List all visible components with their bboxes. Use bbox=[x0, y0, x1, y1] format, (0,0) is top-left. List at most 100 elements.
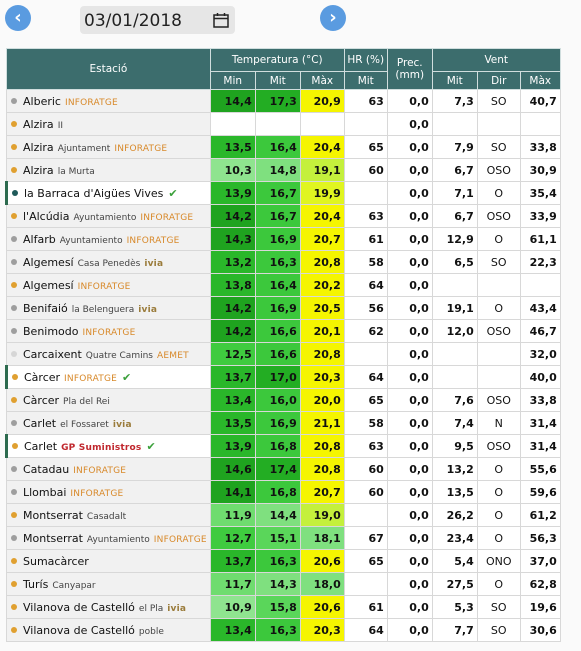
station-cell: Carlet el Fossaret ivia bbox=[6, 411, 211, 435]
station-cell: Benifaió la Belenguera ivia bbox=[6, 296, 211, 320]
value-cell: 40,0 bbox=[519, 365, 561, 389]
value-cell: 14,2 bbox=[209, 296, 256, 320]
station-place: poble bbox=[138, 626, 164, 637]
subheader-cell: Dir bbox=[476, 71, 521, 90]
station-network: INFORATGE bbox=[153, 534, 207, 545]
date-input[interactable]: 03/01/2018 bbox=[80, 6, 235, 34]
value-cell: 7,1 bbox=[431, 181, 478, 205]
value-cell: 0,0 bbox=[386, 572, 433, 596]
value-cell: 16,3 bbox=[254, 250, 301, 274]
station-name: Sumacàrcer bbox=[23, 554, 89, 568]
verified-icon: ✔ bbox=[122, 370, 132, 384]
station-cell: Càrcer INFORATGE ✔ bbox=[5, 365, 211, 389]
status-dot bbox=[11, 465, 17, 472]
station-cell: Montserrat Ayuntamiento INFORATGE bbox=[6, 526, 211, 550]
station-cell: Càrcer Pla del Rei bbox=[6, 388, 211, 412]
station-name: Alzira bbox=[23, 140, 54, 154]
value-cell bbox=[519, 112, 561, 136]
station-cell: l'Alcúdia Ayuntamiento INFORATGE bbox=[6, 204, 211, 228]
value-cell: 14,2 bbox=[209, 319, 256, 343]
value-cell: 7,6 bbox=[431, 388, 478, 412]
value-cell: 37,0 bbox=[519, 549, 561, 573]
value-cell: 16,0 bbox=[254, 388, 301, 412]
value-cell: 10,3 bbox=[209, 158, 256, 182]
value-cell: 22,3 bbox=[519, 250, 561, 274]
value-cell bbox=[343, 342, 388, 366]
value-cell: 16,4 bbox=[254, 273, 301, 297]
value-cell: O bbox=[476, 503, 521, 527]
station-place: Ayuntamiento bbox=[73, 212, 137, 223]
station-cell: Benimodo INFORATGE bbox=[6, 319, 211, 343]
status-dot bbox=[11, 511, 17, 518]
station-name: Algemesí bbox=[23, 255, 74, 269]
value-cell: 63 bbox=[343, 204, 388, 228]
value-cell: 19,1 bbox=[431, 296, 478, 320]
subheader-cell: Mit bbox=[343, 71, 388, 90]
table-row: Algemesí Casa Penedès ivia 13,2 16,3 20,8 58 0,… bbox=[6, 250, 561, 274]
value-cell: 13,4 bbox=[209, 388, 256, 412]
station-network: ivia bbox=[112, 419, 132, 430]
value-cell: 6,7 bbox=[431, 204, 478, 228]
value-cell: 14,8 bbox=[254, 158, 301, 182]
value-cell: OSO bbox=[476, 204, 521, 228]
verified-icon: ✔ bbox=[168, 186, 178, 200]
value-cell: 27,5 bbox=[431, 572, 478, 596]
table-row: Càrcer INFORATGE ✔ 13,7 17,0 20,3 64 0,0 40,0 bbox=[5, 365, 561, 389]
station-network: ivia bbox=[167, 603, 187, 614]
station-cell: Alzira II bbox=[6, 112, 211, 136]
station-place: el Fossaret bbox=[60, 419, 109, 430]
station-name: la Barraca d'Aigües Vives bbox=[24, 186, 164, 200]
status-dot bbox=[11, 258, 17, 265]
subheader-cell: Màx bbox=[519, 71, 561, 90]
station-cell: Algemesí INFORATGE bbox=[6, 273, 211, 297]
value-cell: 65 bbox=[343, 388, 388, 412]
header-cell: Temperatura (°C) bbox=[209, 48, 345, 72]
table-row: Vilanova de Castelló el Pla ivia 10,9 15,8 20… bbox=[6, 595, 561, 619]
station-cell: Alberic INFORATGE bbox=[6, 89, 211, 113]
value-cell: SO bbox=[476, 618, 521, 642]
status-dot bbox=[11, 557, 17, 564]
status-dot bbox=[11, 97, 17, 104]
value-cell: 19,6 bbox=[519, 595, 561, 619]
status-dot bbox=[12, 373, 18, 380]
value-cell: 16,9 bbox=[254, 227, 301, 251]
value-cell: 33,8 bbox=[519, 388, 561, 412]
verified-icon: ✔ bbox=[146, 439, 156, 453]
value-cell: 14,2 bbox=[209, 204, 256, 228]
value-cell: OSO bbox=[476, 319, 521, 343]
value-cell bbox=[431, 365, 478, 389]
value-cell: 0,0 bbox=[386, 480, 433, 504]
value-cell: 6,7 bbox=[431, 158, 478, 182]
value-cell: 21,1 bbox=[299, 411, 345, 435]
station-place: Pla del Rei bbox=[63, 396, 110, 407]
value-cell: O bbox=[476, 480, 521, 504]
header-cell: Prec. (mm) bbox=[386, 48, 433, 90]
value-cell: 13,9 bbox=[209, 181, 256, 205]
value-cell: 58 bbox=[343, 411, 388, 435]
value-cell: 15,8 bbox=[254, 595, 301, 619]
value-cell: 61,1 bbox=[519, 227, 561, 251]
prev-day-button[interactable]: ‹ bbox=[5, 5, 31, 31]
station-place: la Belenguera bbox=[71, 304, 135, 315]
value-cell: 7,7 bbox=[431, 618, 478, 642]
value-cell: 30,6 bbox=[519, 618, 561, 642]
status-dot bbox=[11, 327, 17, 334]
value-cell: 62 bbox=[343, 319, 388, 343]
subheader-cell: Mit bbox=[431, 71, 478, 90]
calendar-icon[interactable] bbox=[213, 12, 229, 28]
value-cell bbox=[299, 112, 345, 136]
station-network: INFORATGE bbox=[73, 465, 127, 476]
table-row: Alzira II 0,0 bbox=[6, 112, 561, 136]
value-cell bbox=[343, 572, 388, 596]
subheader-cell: Mit bbox=[254, 71, 301, 90]
value-cell: 0,0 bbox=[386, 411, 433, 435]
table-row: Alzira la Murta 10,3 14,8 19,1 60 0,0 6,7 OSO 30,… bbox=[6, 158, 561, 182]
station-cell: Llombai INFORATGE bbox=[6, 480, 211, 504]
next-day-button[interactable]: › bbox=[320, 5, 346, 31]
station-network: INFORATGE bbox=[77, 281, 131, 292]
station-place: Ajuntament bbox=[57, 143, 111, 154]
value-cell: 23,4 bbox=[431, 526, 478, 550]
value-cell: O bbox=[476, 572, 521, 596]
station-cell: Algemesí Casa Penedès ivia bbox=[6, 250, 211, 274]
table-row: Carlet GP Suministros ✔ 13,9 16,8 20,8 63 0,0 9,… bbox=[5, 434, 561, 458]
